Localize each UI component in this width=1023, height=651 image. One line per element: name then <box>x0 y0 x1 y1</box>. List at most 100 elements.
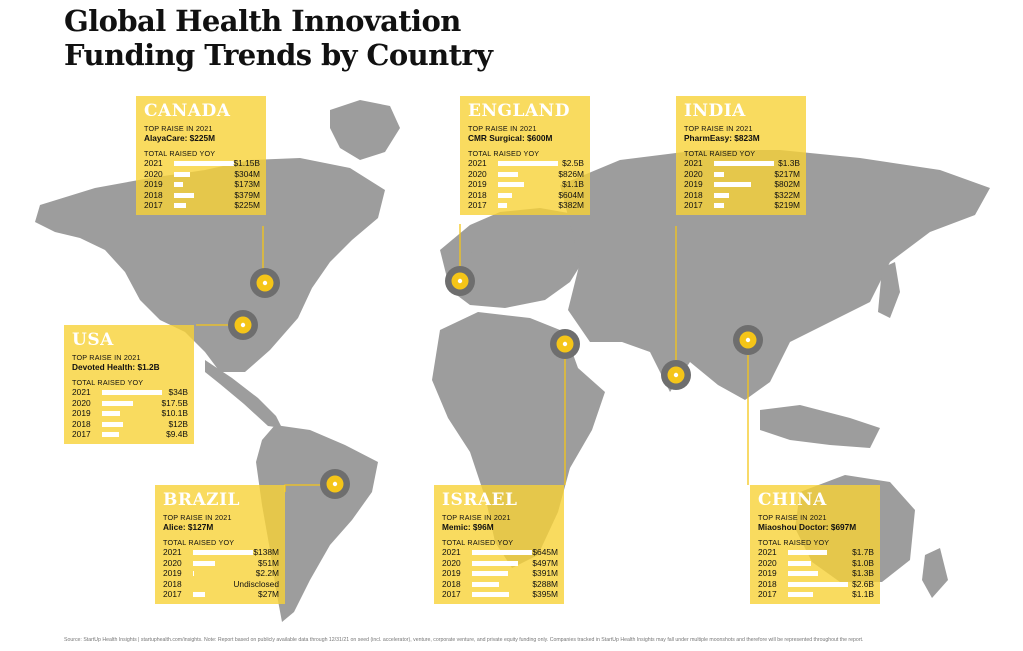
funding-rows: 2021 $34B 2020 $17.5B 2019 $10.1B 2018 $12B 2017… <box>72 387 188 440</box>
funding-bar <box>472 550 532 555</box>
funding-row: 2018 Undisclosed <box>163 579 279 590</box>
funding-row: 2018 $12B <box>72 419 188 430</box>
year-label: 2021 <box>442 547 461 557</box>
funding-bar <box>102 421 123 427</box>
year-label: 2019 <box>442 568 461 579</box>
funding-row: 2020 $17.5B <box>72 398 188 409</box>
value-label: $497M <box>532 557 558 568</box>
funding-bar <box>193 550 253 555</box>
total-raised-label: TOTAL RAISED YOY <box>442 538 514 547</box>
funding-rows: 2021 $1.7B 2020 $1.0B 2019 $1.3B 2018 $2.6B 2017… <box>758 547 874 600</box>
value-label: $138M <box>253 547 279 557</box>
funding-row: 2018 $288M <box>442 579 558 590</box>
country-name: CANADA <box>144 101 231 121</box>
value-label: $826M <box>558 168 584 179</box>
funding-rows: 2021 $2.5B 2020 $826M 2019 $1.1B 2018 $604M 2017… <box>468 158 584 211</box>
year-label: 2017 <box>163 589 182 600</box>
country-card-china: CHINA TOP RAISE IN 2021 Miaoshou Doctor:… <box>750 485 880 604</box>
year-label: 2021 <box>684 158 703 168</box>
country-name: ISRAEL <box>442 490 518 510</box>
value-label: $395M <box>532 589 558 600</box>
funding-bar <box>498 203 507 209</box>
funding-row: 2020 $217M <box>684 169 800 180</box>
funding-row: 2019 $1.1B <box>468 179 584 190</box>
landmass-europe <box>440 208 590 308</box>
top-raise-value: CMR Surgical: $600M <box>468 133 553 143</box>
landmass-central-america <box>205 360 282 428</box>
funding-row: 2017 $382M <box>468 200 584 211</box>
year-label: 2017 <box>684 200 703 211</box>
value-label: $51M <box>258 557 279 568</box>
funding-bar <box>498 171 518 177</box>
value-label: $304M <box>234 168 260 179</box>
total-raised-label: TOTAL RAISED YOY <box>758 538 830 547</box>
funding-row: 2019 $2.2M <box>163 568 279 579</box>
landmass-greenland <box>330 100 400 160</box>
funding-rows: 2021 $645M 2020 $497M 2019 $391M 2018 $288M 2017… <box>442 547 558 600</box>
year-label: 2018 <box>468 189 487 200</box>
country-card-israel: ISRAEL TOP RAISE IN 2021 Memic: $96M TOT… <box>434 485 564 604</box>
year-label: 2020 <box>442 557 461 568</box>
year-label: 2019 <box>144 179 163 190</box>
funding-row: 2017 $395M <box>442 589 558 600</box>
funding-row: 2018 $2.6B <box>758 579 874 590</box>
value-label: $17.5B <box>161 397 188 408</box>
top-raise-value: Alice: $127M <box>163 522 214 532</box>
year-label: 2018 <box>758 578 777 589</box>
country-name: USA <box>72 330 114 350</box>
top-raise-value: Devoted Health: $1.2B <box>72 362 160 372</box>
year-label: 2019 <box>684 179 703 190</box>
value-label: $1.3B <box>852 568 874 579</box>
country-name: INDIA <box>684 101 746 121</box>
value-label: $2.5B <box>562 158 584 168</box>
funding-row: 2017 $219M <box>684 200 800 211</box>
funding-bar <box>174 161 234 166</box>
source-note: Source: StartUp Health Insights | startu… <box>64 637 864 643</box>
year-label: 2019 <box>468 179 487 190</box>
value-label: $1.3B <box>778 158 800 168</box>
year-label: 2020 <box>684 168 703 179</box>
funding-row: 2019 $173M <box>144 179 260 190</box>
country-card-canada: CANADA TOP RAISE IN 2021 AlayaCare: $225… <box>136 96 266 215</box>
year-label: 2021 <box>144 158 163 168</box>
year-label: 2019 <box>758 568 777 579</box>
year-label: 2020 <box>72 397 91 408</box>
value-label: $391M <box>532 568 558 579</box>
funding-bar <box>472 581 499 587</box>
funding-bar <box>714 161 774 166</box>
value-label: $9.4B <box>166 429 188 440</box>
value-label: $34B <box>168 387 188 397</box>
funding-bar <box>174 203 186 209</box>
year-label: 2017 <box>144 200 163 211</box>
country-name: BRAZIL <box>163 490 241 510</box>
funding-row: 2020 $826M <box>468 169 584 180</box>
funding-row: 2021 $1.3B <box>684 158 800 169</box>
funding-rows: 2021 $1.15B 2020 $304M 2019 $173M 2018 $379M 201… <box>144 158 260 211</box>
funding-bar <box>472 592 509 598</box>
funding-row: 2017 $9.4B <box>72 429 188 440</box>
total-raised-label: TOTAL RAISED YOY <box>72 378 144 387</box>
total-raised-label: TOTAL RAISED YOY <box>684 149 756 158</box>
year-label: 2021 <box>468 158 487 168</box>
funding-row: 2017 $225M <box>144 200 260 211</box>
country-card-england: ENGLAND TOP RAISE IN 2021 CMR Surgical: … <box>460 96 590 215</box>
top-raise-label: TOP RAISE IN 2021 <box>72 353 141 362</box>
marker-china <box>733 325 763 355</box>
landmass-asia <box>560 150 990 400</box>
funding-bar <box>102 411 120 417</box>
funding-row: 2021 $1.7B <box>758 547 874 558</box>
marker-england <box>445 266 475 296</box>
value-label: $1.1B <box>852 589 874 600</box>
year-label: 2017 <box>442 589 461 600</box>
funding-rows: 2021 $1.3B 2020 $217M 2019 $802M 2018 $322M 2017… <box>684 158 800 211</box>
funding-row: 2021 $645M <box>442 547 558 558</box>
value-label: $802M <box>774 179 800 190</box>
value-label: $645M <box>532 547 558 557</box>
value-label: $382M <box>558 200 584 211</box>
continents <box>35 100 990 622</box>
title-line-1: Global Health Innovation <box>64 4 461 38</box>
funding-bar <box>102 432 119 438</box>
funding-bar <box>788 550 827 555</box>
landmass-africa <box>432 312 605 568</box>
